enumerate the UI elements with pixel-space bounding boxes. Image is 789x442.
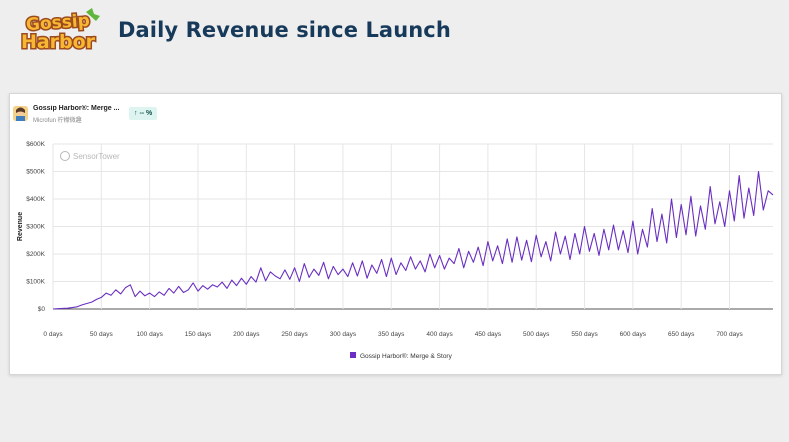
- x-tick-label: 650 days: [668, 331, 695, 338]
- y-tick-label: $400K: [26, 196, 45, 203]
- app-icon: [13, 106, 28, 121]
- app-publisher: Microfun 柠檬微趣: [33, 118, 82, 124]
- y-tick-label: $100K: [26, 279, 45, 286]
- logo-text-top: Gossip: [25, 11, 90, 35]
- logo-text-bottom: Harbor: [21, 31, 96, 53]
- series-line: [52, 170, 774, 310]
- y-tick-label: $0: [38, 306, 46, 313]
- y-tick-label: $600K: [26, 141, 45, 148]
- x-tick-label: 350 days: [378, 331, 405, 338]
- y-tick-label: $500K: [26, 169, 45, 176]
- legend-swatch: [350, 352, 356, 358]
- x-tick-label: 0 days: [43, 331, 63, 338]
- x-tick-label: 450 days: [475, 331, 502, 338]
- y-tick-label: $300K: [26, 224, 45, 231]
- x-tick-label: 600 days: [620, 331, 647, 338]
- chart-card: Gossip Harbor®: Merge ... Microfun 柠檬微趣 …: [9, 93, 782, 375]
- legend-label: Gossip Harbor®: Merge & Story: [360, 352, 453, 360]
- game-logo: Gossip Harbor: [14, 6, 104, 56]
- x-tick-label: 100 days: [136, 331, 163, 338]
- watermark-text: SensorTower: [73, 152, 120, 161]
- x-tick-label: 150 days: [185, 331, 212, 338]
- sensortower-logo-icon: [60, 151, 70, 161]
- y-axis-title: Revenue: [17, 212, 24, 241]
- x-tick-label: 700 days: [716, 331, 743, 338]
- x-tick-label: 250 days: [281, 331, 308, 338]
- x-tick-label: 400 days: [426, 331, 453, 338]
- x-tick-label: 500 days: [523, 331, 550, 338]
- x-tick-label: 550 days: [571, 331, 598, 338]
- x-tick-label: 50 days: [90, 331, 114, 338]
- x-tick-label: 300 days: [330, 331, 357, 338]
- growth-badge: ↑ -- %: [129, 107, 158, 120]
- revenue-line-chart: $0 $100K $200K $300K $400K $500K $600K 0 days 50…: [17, 141, 774, 360]
- y-tick-label: $200K: [26, 251, 45, 258]
- sensortower-watermark: SensorTower: [60, 151, 120, 161]
- page-title: Daily Revenue since Launch: [118, 18, 451, 42]
- x-tick-label: 200 days: [233, 331, 260, 338]
